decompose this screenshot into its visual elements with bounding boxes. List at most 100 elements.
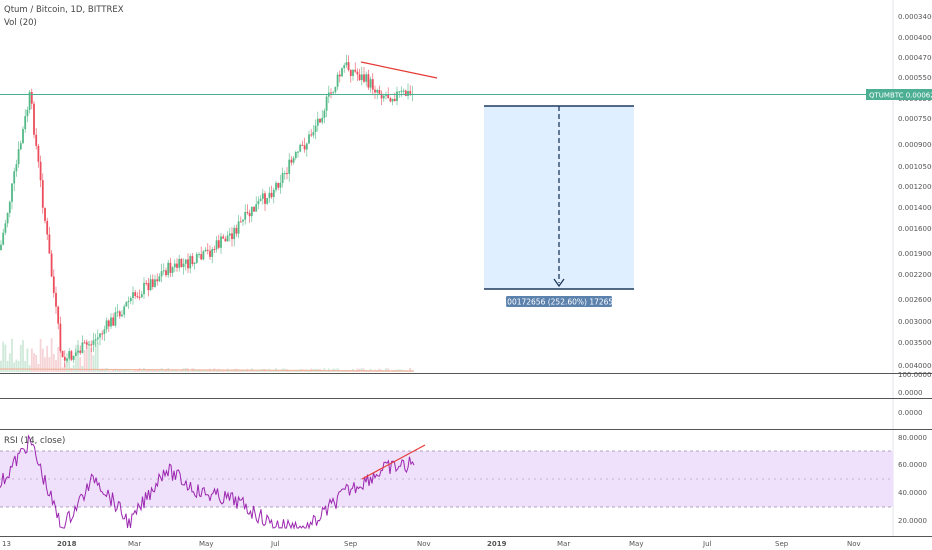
volume-legend[interactable]: Vol (20) <box>4 18 37 28</box>
candle-body <box>200 254 203 260</box>
volume-bar <box>189 370 192 372</box>
volume-bar <box>200 369 203 372</box>
volume-bar <box>94 340 97 372</box>
symbol-legend[interactable]: Qtum / Bitcoin, 1D, BITTREX <box>4 5 124 15</box>
volume-bar <box>255 370 258 372</box>
candle-body <box>136 296 139 298</box>
candle-body <box>349 69 352 76</box>
candle-body <box>41 180 44 208</box>
candle-body <box>393 98 396 101</box>
volume-bar <box>215 370 218 372</box>
candle-body <box>83 342 86 344</box>
candle-body <box>301 144 304 146</box>
candle-body <box>246 212 249 214</box>
candle-body <box>72 356 75 360</box>
volume-bar <box>83 349 86 372</box>
main-price-pane[interactable]: 0.00172656 (252.60%) 172656 Qtum / Bitco… <box>0 5 893 372</box>
candle-body <box>233 227 236 240</box>
price-tick: 0.00350000 <box>898 339 932 347</box>
price-tick: 0.00140000 <box>898 204 932 212</box>
candle-body <box>213 249 216 251</box>
volume-bar <box>92 355 95 372</box>
candle-body <box>336 74 339 87</box>
time-tick: May <box>199 540 213 548</box>
candle-body <box>123 306 126 315</box>
candle-body <box>319 118 321 123</box>
candle-body <box>4 223 7 233</box>
volume-bar <box>79 357 82 372</box>
candle-body <box>114 312 117 326</box>
time-tick: Mar <box>557 540 570 548</box>
candle-body <box>171 267 174 273</box>
candle-body <box>160 271 163 277</box>
volume-bar <box>176 370 178 372</box>
candle-body <box>226 235 229 242</box>
candle-body <box>158 276 161 282</box>
candle-body <box>354 69 357 72</box>
candle-body <box>24 116 27 130</box>
volume-bar <box>48 357 51 372</box>
candle-body <box>338 74 341 77</box>
volume-bar <box>211 370 214 372</box>
volume-bar <box>204 369 207 372</box>
candle-body <box>26 109 29 117</box>
volume-bar <box>39 338 42 372</box>
candle-body <box>239 221 242 223</box>
volume-bar <box>239 369 242 372</box>
candle-body <box>409 91 412 94</box>
candle-body <box>204 249 207 252</box>
volume-bar <box>147 368 150 372</box>
candle-body <box>268 192 271 199</box>
rsi-tick: 40.0000 <box>898 489 927 497</box>
time-tick: Nov <box>417 540 431 548</box>
candle-body <box>88 344 90 346</box>
price-tick: 0.00075000 <box>898 115 932 123</box>
candle-body <box>140 294 143 298</box>
candle-body <box>57 306 60 324</box>
candle-body <box>134 292 137 297</box>
volume-bar <box>41 348 44 372</box>
candle-body <box>376 90 379 93</box>
candle-body <box>138 296 141 298</box>
time-axis[interactable]: 13 2018 Mar May Jul Sep Nov 2019 Mar May… <box>2 540 861 548</box>
candle-body <box>279 182 282 188</box>
candle-body <box>132 292 134 298</box>
candle-body <box>2 232 5 245</box>
volume-bar <box>129 370 132 372</box>
candle-body <box>85 342 88 345</box>
volume-bar <box>202 370 205 372</box>
volume-bar <box>118 369 121 372</box>
candle-body <box>272 189 275 197</box>
volume-bar <box>231 370 233 372</box>
price-tick: 0.00300000 <box>898 318 932 326</box>
rsi-legend[interactable]: RSI (14, close) <box>4 436 65 446</box>
candle-body <box>215 240 218 250</box>
rsi-divergence-trendline[interactable] <box>361 444 426 480</box>
volume-bar <box>68 359 71 372</box>
candle-body <box>404 90 407 96</box>
candle-body <box>202 251 205 260</box>
candle-body <box>294 152 297 159</box>
candle-body <box>341 68 343 77</box>
price-tick: 0.00055000 <box>898 74 932 82</box>
volume-bar <box>343 370 346 372</box>
price-axis[interactable]: 0.00034000 0.00040000 0.00047000 0.00055… <box>866 13 932 379</box>
candle-body <box>112 317 115 326</box>
rsi-pane[interactable]: RSI (14, close) 80.0000 60.0000 40.0000 … <box>0 434 927 530</box>
volume-bar <box>385 368 387 372</box>
candle-body <box>176 263 178 268</box>
candle-body <box>255 204 258 212</box>
volume-bar <box>171 370 174 372</box>
price-tick: 0.00040000 <box>898 34 932 42</box>
candle-body <box>363 74 365 82</box>
candle-body <box>6 212 9 224</box>
volume-bar <box>107 370 110 372</box>
volume-bar <box>266 370 269 372</box>
candle-body <box>266 198 269 204</box>
price-tick: 0.00260000 <box>898 296 932 304</box>
candle-body <box>371 79 374 90</box>
middle-pane-tick: 0.0000 <box>898 389 923 397</box>
resistance-trendline[interactable] <box>360 61 438 79</box>
current-price-label: QTUMBTC 0.00062700 <box>869 92 932 100</box>
